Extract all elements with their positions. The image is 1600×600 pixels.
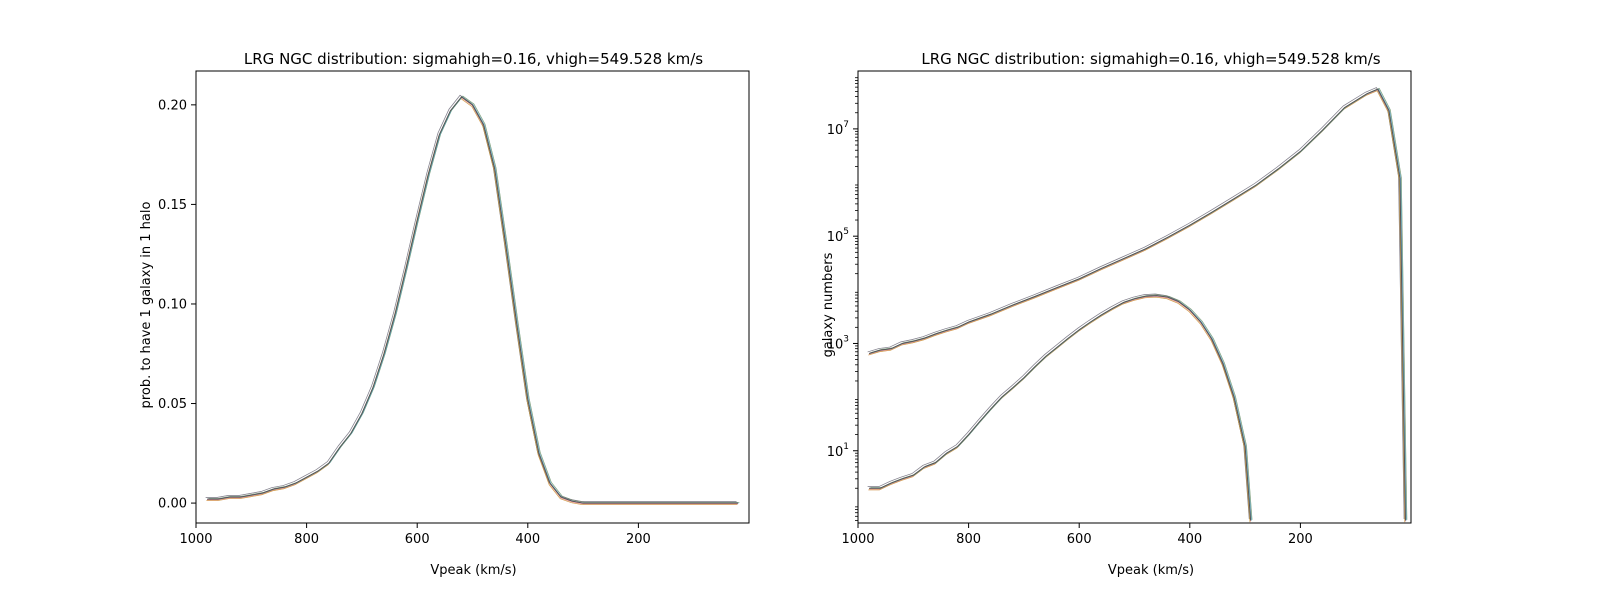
series-line bbox=[867, 293, 1250, 519]
series-line bbox=[867, 87, 1405, 519]
y-tick-label: 0.05 bbox=[158, 397, 187, 412]
x-tick-label: 1000 bbox=[841, 532, 874, 547]
series-line bbox=[869, 88, 1407, 521]
right-y-axis-label: galaxy numbers bbox=[821, 252, 836, 357]
series-line bbox=[869, 296, 1251, 522]
left-chart-title: LRG NGC distribution: sigmahigh=0.16, vh… bbox=[244, 50, 703, 68]
series-line bbox=[207, 96, 738, 504]
series-line bbox=[207, 96, 739, 504]
series-line bbox=[207, 96, 739, 504]
series-line bbox=[868, 296, 1251, 523]
y-tick-label: 0.10 bbox=[158, 297, 187, 312]
series-line bbox=[208, 95, 740, 503]
left-y-axis-label: prob. to have 1 galaxy in 1 halo bbox=[139, 202, 154, 409]
series-line bbox=[868, 89, 1406, 522]
x-tick-label: 800 bbox=[294, 532, 319, 547]
series-line bbox=[869, 296, 1251, 522]
series-line bbox=[868, 90, 1406, 523]
right-chart-title: LRG NGC distribution: sigmahigh=0.16, vh… bbox=[921, 50, 1380, 68]
series-line bbox=[206, 98, 738, 506]
x-tick-label: 600 bbox=[1067, 532, 1092, 547]
x-tick-label: 800 bbox=[956, 532, 981, 547]
series-line bbox=[868, 296, 1251, 523]
right-x-axis-label: Vpeak (km/s) bbox=[1108, 563, 1194, 578]
left-x-axis-label: Vpeak (km/s) bbox=[430, 563, 516, 578]
axes-frame bbox=[195, 70, 750, 524]
series-line bbox=[869, 295, 1252, 521]
y-tick-label: 101 bbox=[827, 442, 849, 460]
y-tick-label: 0.00 bbox=[158, 497, 187, 512]
x-tick-label: 600 bbox=[405, 532, 430, 547]
series-line bbox=[205, 94, 737, 502]
series-line bbox=[867, 293, 1250, 519]
left-chart: LRG NGC distribution: sigmahigh=0.16, vh… bbox=[139, 50, 750, 578]
axes-frame bbox=[857, 70, 1412, 524]
x-tick-label: 200 bbox=[626, 532, 651, 547]
series-line bbox=[205, 94, 737, 502]
series-line bbox=[870, 87, 1408, 520]
series-line bbox=[207, 97, 738, 505]
y-tick-label: 105 bbox=[827, 227, 849, 245]
series-line bbox=[870, 87, 1408, 520]
series-line bbox=[867, 87, 1405, 519]
series-line bbox=[868, 89, 1406, 522]
series-line bbox=[208, 95, 740, 503]
right-chart: LRG NGC distribution: sigmahigh=0.16, vh… bbox=[821, 50, 1412, 578]
series-line bbox=[868, 88, 1406, 521]
y-tick-label: 107 bbox=[827, 120, 849, 138]
x-tick-label: 200 bbox=[1288, 532, 1313, 547]
series-line bbox=[206, 98, 738, 506]
y-tick-label: 0.15 bbox=[158, 198, 187, 213]
plot-area bbox=[205, 94, 740, 506]
y-tick-label: 0.20 bbox=[158, 98, 187, 113]
y-tick-label: 103 bbox=[827, 334, 849, 352]
series-line bbox=[869, 88, 1407, 521]
series-line bbox=[869, 295, 1252, 521]
series-line bbox=[207, 97, 738, 505]
x-tick-label: 400 bbox=[515, 532, 540, 547]
x-tick-label: 400 bbox=[1177, 532, 1202, 547]
series-line bbox=[870, 294, 1253, 520]
x-tick-label: 1000 bbox=[179, 532, 212, 547]
plot-area bbox=[867, 87, 1408, 523]
series-line bbox=[869, 295, 1252, 521]
series-line bbox=[868, 90, 1406, 523]
series-line bbox=[870, 294, 1253, 520]
